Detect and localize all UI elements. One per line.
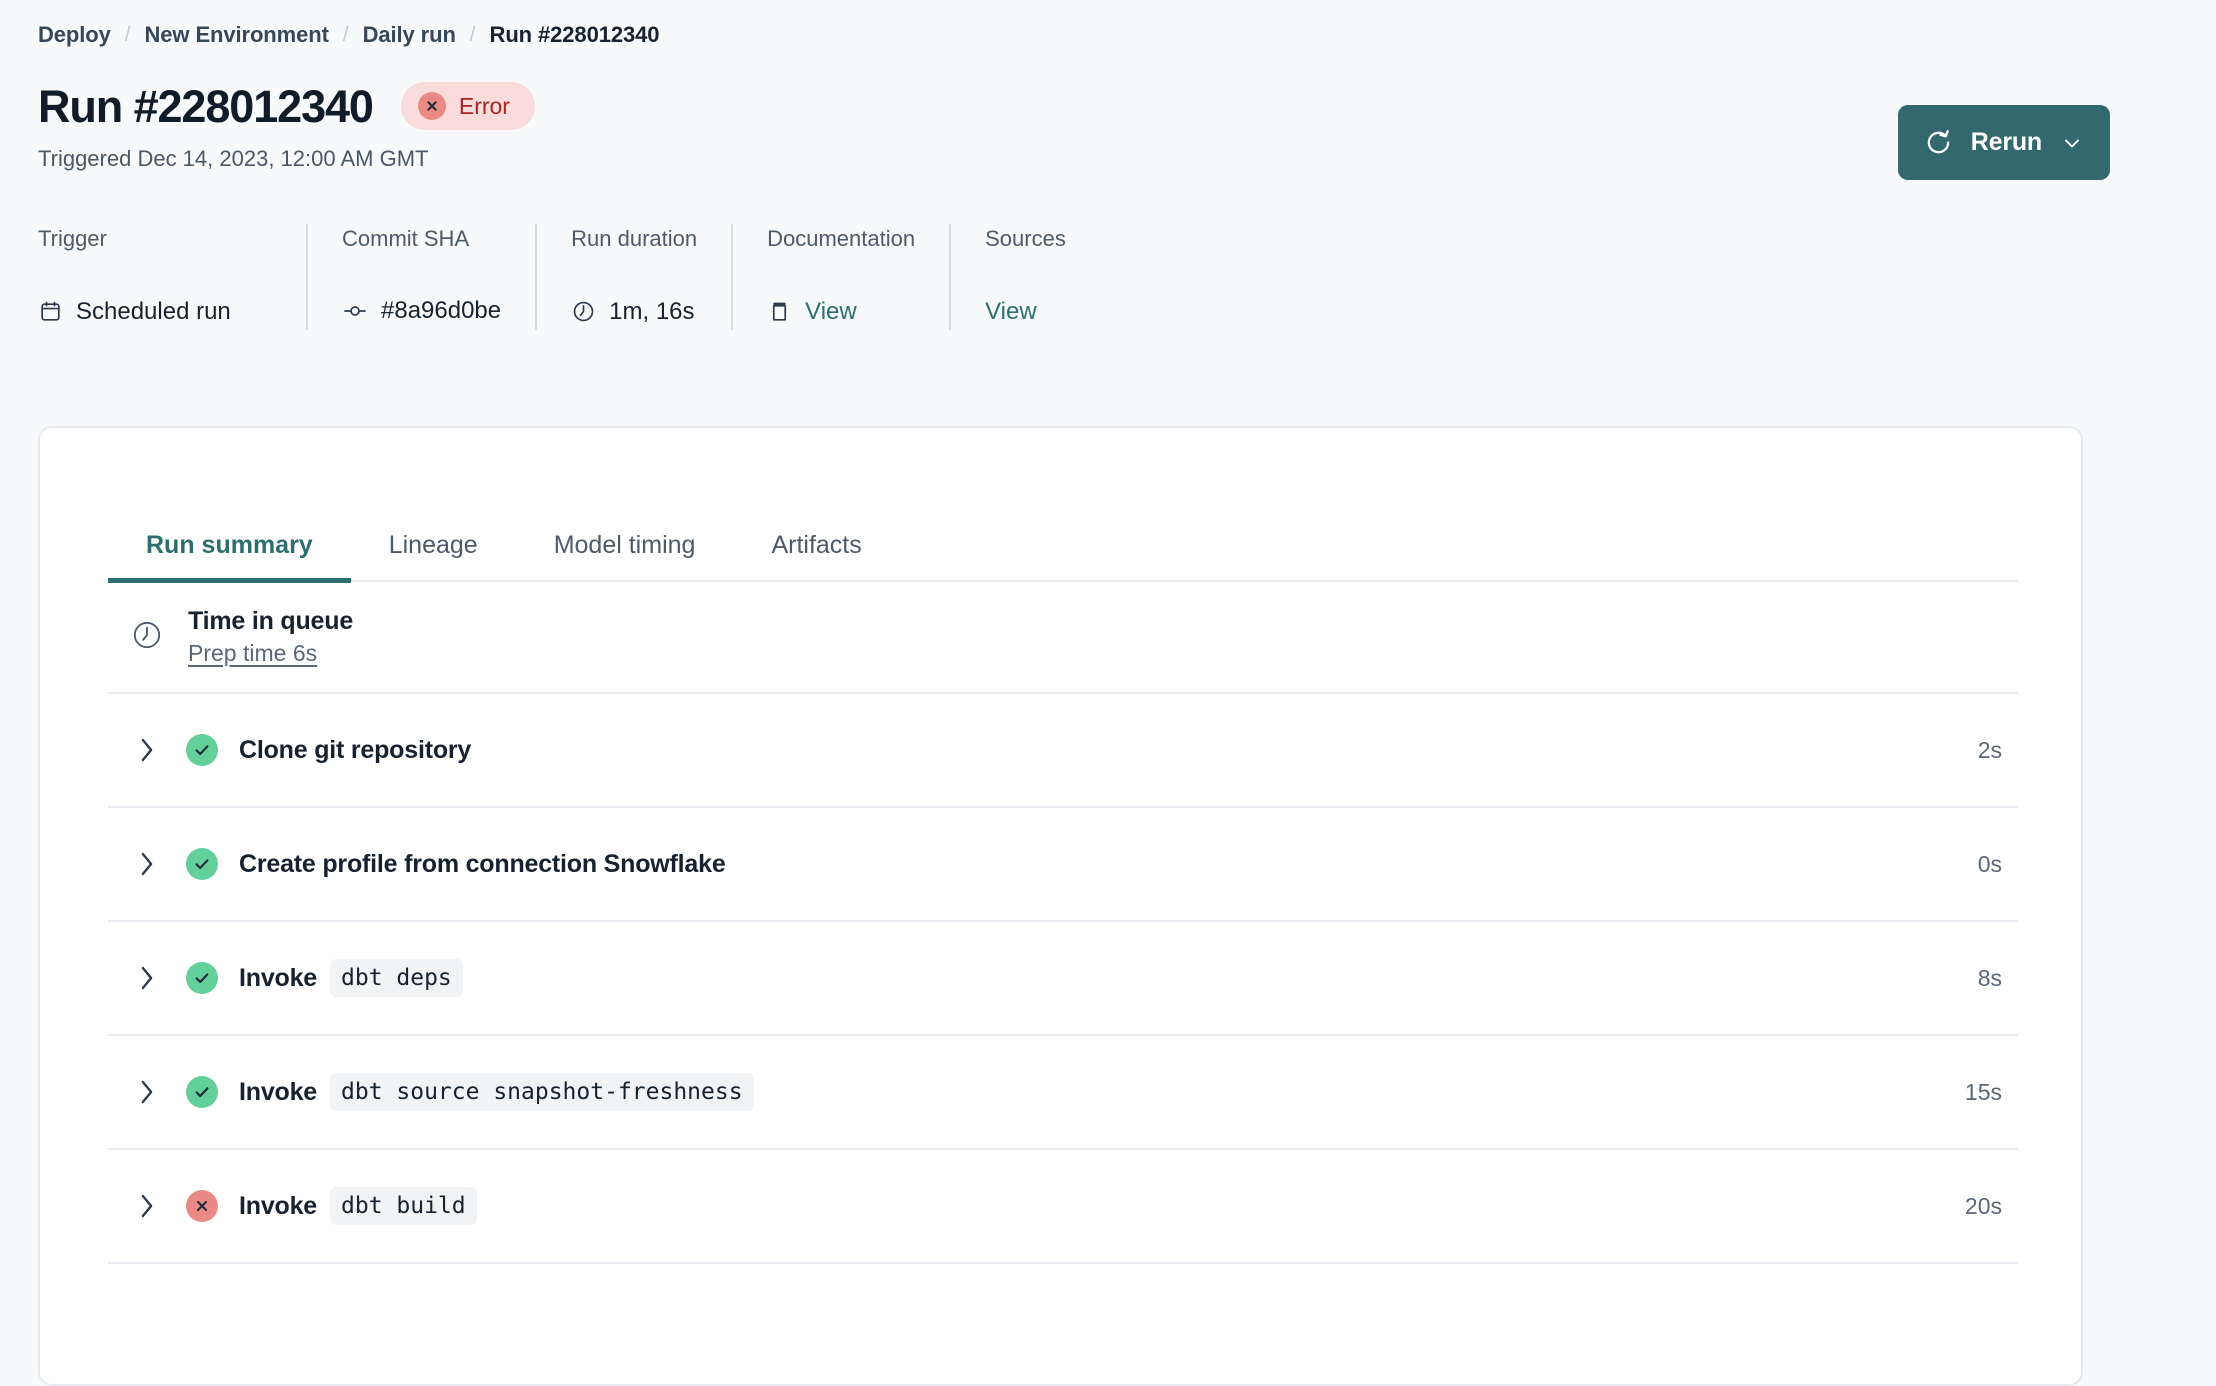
clock-icon — [571, 299, 596, 324]
meta-cell-trigger: Trigger Scheduled run — [38, 224, 306, 330]
time-in-queue-title: Time in queue — [188, 607, 354, 635]
status-error-icon — [186, 1190, 218, 1222]
meta-label-trigger: Trigger — [38, 226, 107, 251]
meta-value-documentation-link[interactable]: View — [805, 297, 857, 325]
step-row[interactable]: Invoke dbt source snapshot-freshness 15s — [108, 1036, 2018, 1150]
chevron-right-icon[interactable] — [130, 851, 164, 877]
step-duration: 0s — [1977, 850, 2002, 877]
rerun-button[interactable]: Rerun — [1897, 105, 2110, 180]
tab-run-summary[interactable]: Run summary — [108, 533, 351, 583]
meta-cell-run-duration: Run duration 1m, 16s — [535, 224, 731, 330]
chevron-right-icon[interactable] — [130, 1079, 164, 1105]
status-success-icon — [186, 962, 218, 994]
run-triggered-timestamp: Triggered Dec 14, 2023, 12:00 AM GMT — [38, 146, 429, 171]
step-row[interactable]: Clone git repository 2s — [108, 694, 2018, 808]
rerun-button-label: Rerun — [1970, 128, 2042, 156]
step-duration: 8s — [1977, 964, 2002, 991]
step-command: dbt deps — [330, 958, 463, 998]
meta-label-run-duration: Run duration — [571, 226, 698, 251]
step-duration: 15s — [1964, 1078, 2002, 1105]
meta-cell-sources: Sources View — [949, 224, 1100, 330]
tab-bar: Run summary Lineage Model timing Artifac… — [108, 506, 2018, 583]
meta-label-documentation: Documentation — [767, 226, 916, 251]
breadcrumb-item-daily-run[interactable]: Daily run — [362, 22, 456, 47]
error-x-icon — [417, 92, 446, 120]
page-title-row: Run #228012340 Error — [0, 48, 2216, 130]
meta-label-sources: Sources — [985, 226, 1066, 251]
breadcrumb-separator: / — [342, 23, 349, 46]
meta-cell-commit-sha: Commit SHA #8a96d0be — [306, 224, 535, 330]
step-duration: 20s — [1964, 1192, 2002, 1219]
meta-value-commit-sha-text: #8a96d0be — [381, 297, 502, 324]
step-command: dbt source snapshot-freshness — [330, 1072, 754, 1112]
step-label: Invoke — [239, 1191, 317, 1220]
prep-time-link[interactable]: Prep time 6s — [188, 640, 318, 666]
meta-value-sources[interactable]: View — [985, 300, 1066, 330]
meta-value-sources-link[interactable]: View — [985, 298, 1037, 325]
step-row[interactable]: Create profile from connection Snowflake… — [108, 808, 2018, 922]
commit-icon — [342, 298, 368, 324]
status-success-icon — [186, 848, 218, 880]
breadcrumb-item-deploy[interactable]: Deploy — [38, 22, 111, 47]
breadcrumb-item-current-run: Run #228012340 — [489, 22, 660, 47]
step-command: dbt build — [330, 1186, 477, 1226]
tab-model-timing[interactable]: Model timing — [553, 531, 696, 559]
chevron-right-icon[interactable] — [130, 737, 164, 763]
run-meta-strip: Trigger Scheduled run Commit SHA #8a96d0… — [38, 224, 2216, 330]
status-badge-label: Error — [458, 92, 510, 119]
book-icon — [767, 299, 792, 324]
breadcrumb-separator: / — [469, 23, 476, 46]
page-title: Run #228012340 — [38, 80, 374, 132]
meta-value-trigger: Scheduled run — [38, 299, 272, 330]
meta-value-commit-sha: #8a96d0be — [342, 298, 501, 330]
step-label: Invoke — [239, 963, 317, 992]
breadcrumb-separator: / — [124, 23, 131, 46]
status-badge: Error — [400, 82, 535, 130]
meta-value-run-duration-text: 1m, 16s — [609, 297, 695, 325]
step-row[interactable]: Invoke dbt build 20s — [108, 1150, 2018, 1264]
breadcrumb-item-new-environment[interactable]: New Environment — [144, 22, 329, 47]
chevron-right-icon[interactable] — [130, 1193, 164, 1219]
time-in-queue-row: Time in queue Prep time 6s — [108, 582, 2018, 694]
tab-lineage[interactable]: Lineage — [388, 531, 478, 559]
time-in-queue-text: Time in queue Prep time 6s — [188, 609, 353, 665]
step-duration: 2s — [1977, 736, 2002, 763]
breadcrumb: Deploy / New Environment / Daily run / R… — [0, 0, 2216, 48]
run-detail-card: Run summary Lineage Model timing Artifac… — [38, 426, 2083, 1386]
meta-cell-documentation: Documentation View — [731, 224, 949, 330]
meta-value-documentation[interactable]: View — [767, 299, 915, 330]
status-success-icon — [186, 1076, 218, 1108]
tab-artifacts[interactable]: Artifacts — [771, 531, 862, 559]
step-label: Clone git repository — [239, 735, 472, 764]
meta-value-run-duration: 1m, 16s — [571, 299, 697, 330]
status-success-icon — [186, 734, 218, 766]
chevron-down-icon[interactable] — [2060, 131, 2084, 155]
meta-label-commit-sha: Commit SHA — [342, 226, 470, 251]
refresh-icon — [1924, 128, 1953, 157]
clock-icon — [130, 618, 164, 657]
step-row[interactable]: Invoke dbt deps 8s — [108, 922, 2018, 1036]
step-label: Create profile from connection Snowflake — [239, 849, 726, 878]
meta-value-trigger-text: Scheduled run — [76, 297, 231, 325]
chevron-right-icon[interactable] — [130, 965, 164, 991]
calendar-icon — [38, 299, 63, 324]
run-steps-list: Time in queue Prep time 6s Clone git rep… — [108, 582, 2018, 1264]
step-label: Invoke — [239, 1077, 317, 1106]
